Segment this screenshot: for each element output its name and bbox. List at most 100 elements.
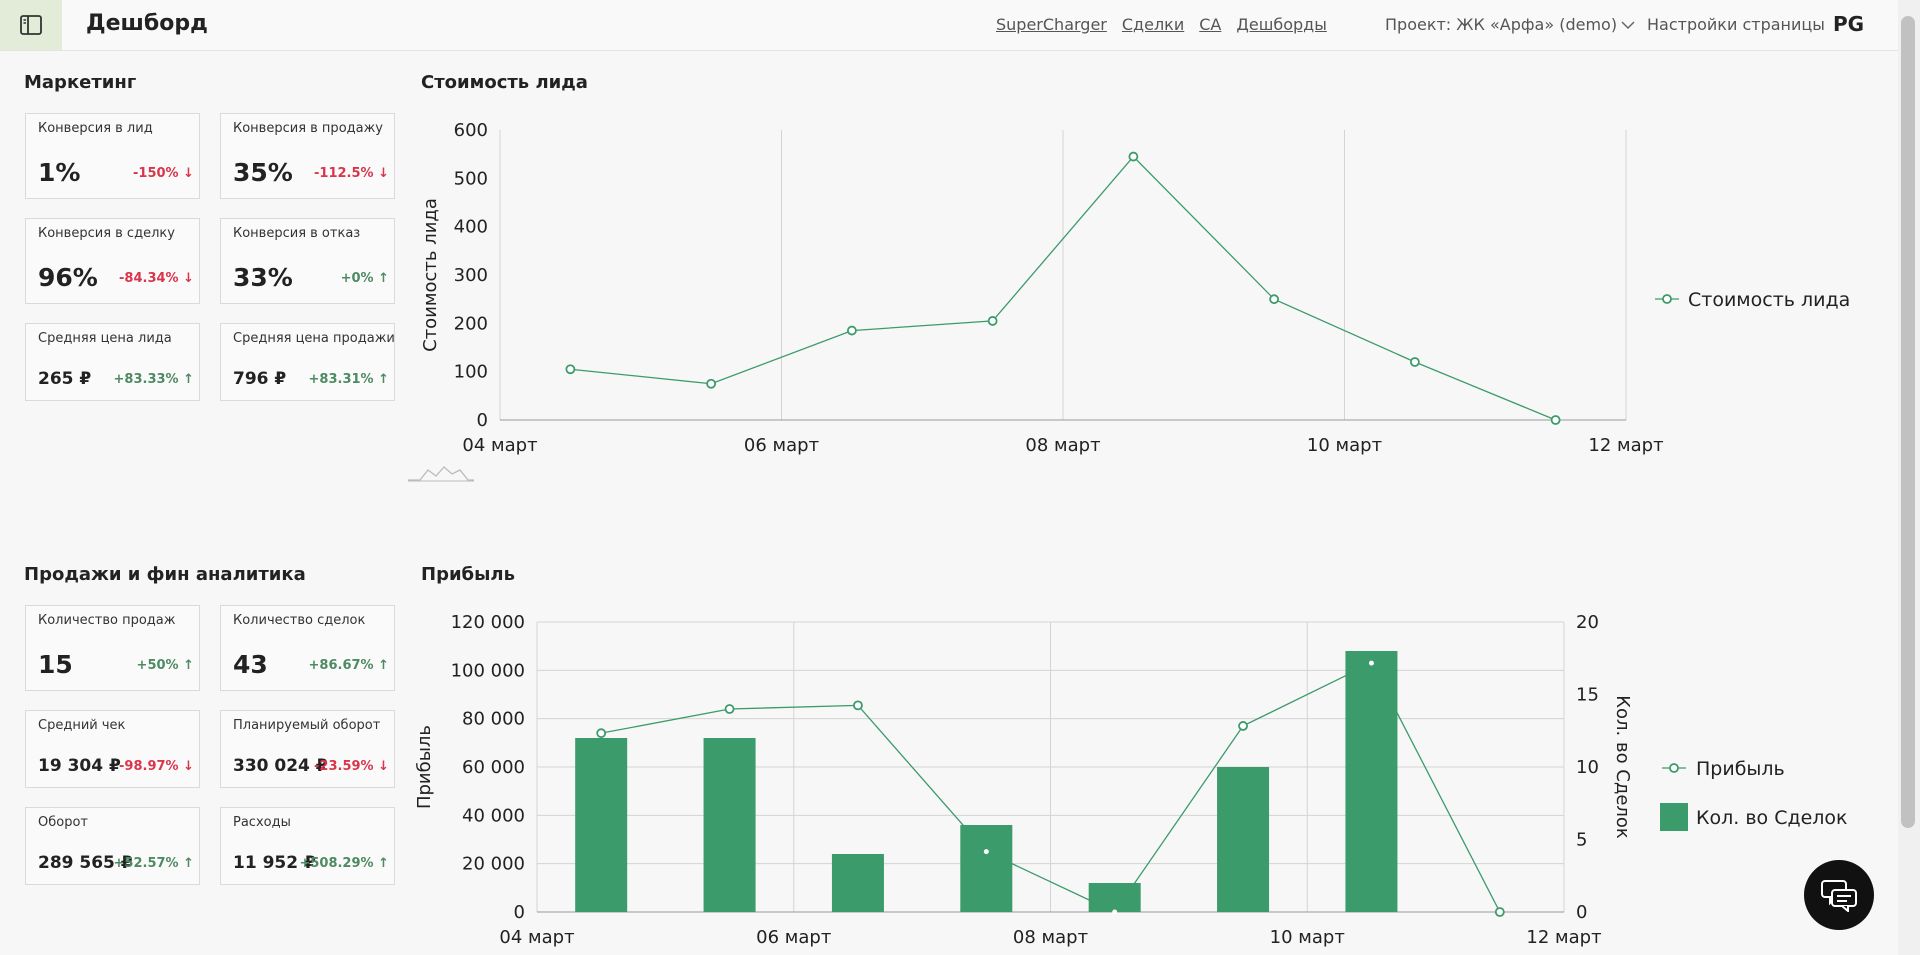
y-axis-title: Прибыль xyxy=(414,725,435,809)
y-tick-label: 20 000 xyxy=(462,854,525,875)
arrow-down-icon: ↓ xyxy=(183,271,194,286)
arrow-down-icon: ↓ xyxy=(183,759,194,774)
x-tick-label: 10 март xyxy=(1270,927,1345,948)
sidebar-toggle-button[interactable] xyxy=(0,0,62,50)
bar-deals xyxy=(575,738,628,912)
data-point xyxy=(706,378,717,389)
x-tick-label: 08 март xyxy=(1025,435,1100,456)
y-tick-label: 0 xyxy=(514,902,525,923)
data-point xyxy=(1128,151,1139,162)
arrow-up-icon: ↑ xyxy=(378,658,389,673)
data-point xyxy=(596,728,607,739)
nav-link-dashboards[interactable]: Дешборды xyxy=(1236,15,1327,34)
metric-value: 33% xyxy=(233,263,293,292)
x-tick-label: 06 март xyxy=(756,927,831,948)
y-tick-label: 60 000 xyxy=(462,757,525,778)
y-tick-label: 200 xyxy=(454,313,488,334)
nav-link-ca[interactable]: CA xyxy=(1199,15,1222,34)
x-tick-label: 04 март xyxy=(499,927,574,948)
metric-card-refusal-conversion: Конверсия в отказ 33% +0% ↑ xyxy=(220,218,395,304)
y-tick-label: 80 000 xyxy=(462,709,525,730)
bar-deals xyxy=(831,854,884,912)
legend-bar-marker xyxy=(1660,803,1688,831)
metric-label: Конверсия в продажу xyxy=(233,121,384,136)
data-point xyxy=(565,364,576,375)
marketing-section-title: Маркетинг xyxy=(24,72,137,93)
arrow-up-icon: ↑ xyxy=(378,372,389,387)
metric-label: Планируемый оборот xyxy=(233,718,381,733)
metric-delta: -23.59% ↓ xyxy=(314,759,389,774)
arrow-down-icon: ↓ xyxy=(183,166,194,181)
data-point xyxy=(1494,907,1505,917)
project-label: Проект: ЖК «Арфа» (demo) xyxy=(1385,15,1618,34)
y-tick-label: 300 xyxy=(454,265,488,286)
chat-button[interactable] xyxy=(1804,860,1874,930)
metric-value: 15 xyxy=(38,650,73,679)
metric-card-expenses: Расходы 11 952 ₽ +508.29% ↑ xyxy=(220,807,395,885)
metric-delta: +83.33% ↑ xyxy=(113,372,194,387)
y2-tick-label: 0 xyxy=(1576,902,1587,923)
y-tick-label: 100 xyxy=(454,362,488,383)
metric-delta: +50% ↑ xyxy=(136,658,194,673)
page-settings-link[interactable]: Настройки страницы xyxy=(1647,15,1825,34)
arrow-up-icon: ↑ xyxy=(183,856,194,871)
metric-delta: +86.67% ↑ xyxy=(308,658,389,673)
series-line-lead-cost xyxy=(570,155,1556,421)
bar-deals xyxy=(1217,767,1270,912)
user-avatar[interactable]: PG xyxy=(1833,12,1865,36)
metric-card-sales-count: Количество продаж 15 +50% ↑ xyxy=(25,605,200,691)
metric-delta: +52.57% ↑ xyxy=(113,856,194,871)
metric-value: 43 xyxy=(233,650,268,679)
scrollbar-thumb[interactable] xyxy=(1901,16,1915,828)
metric-label: Конверсия в отказ xyxy=(233,226,361,241)
data-point xyxy=(1550,415,1561,425)
x-tick-label: 08 март xyxy=(1013,927,1088,948)
bar-deals xyxy=(960,825,1013,912)
y-tick-label: 0 xyxy=(477,410,488,431)
metric-value: 796 ₽ xyxy=(233,369,287,389)
metric-card-planned-turnover: Планируемый оборот 330 024 ₽ -23.59% ↓ xyxy=(220,710,395,788)
y2-tick-label: 5 xyxy=(1576,830,1587,851)
arrow-up-icon: ↑ xyxy=(378,856,389,871)
arrow-up-icon: ↑ xyxy=(378,271,389,286)
data-point xyxy=(853,700,863,711)
x-tick-label: 04 март xyxy=(462,435,537,456)
metric-value: 96% xyxy=(38,263,98,292)
metric-card-deals-count: Количество сделок 43 +86.67% ↑ xyxy=(220,605,395,691)
metric-label: Конверсия в лид xyxy=(38,121,153,136)
nav-link-supercharger[interactable]: SuperCharger xyxy=(996,15,1107,34)
page-scrollbar[interactable] xyxy=(1898,0,1920,955)
metric-card-lead-conversion: Конверсия в лид 1% -150% ↓ xyxy=(25,113,200,199)
legend-label: Прибыль xyxy=(1696,758,1785,780)
page-title: Дешборд xyxy=(86,11,208,36)
metric-delta: -98.97% ↓ xyxy=(119,759,194,774)
legend-label: Кол. во Сделок xyxy=(1696,807,1848,829)
y-tick-label: 100 000 xyxy=(451,660,525,681)
y-tick-label: 120 000 xyxy=(451,612,525,633)
metric-value: 330 024 ₽ xyxy=(233,756,328,776)
mini-area-chart-icon xyxy=(408,466,474,482)
metric-delta: -84.34% ↓ xyxy=(119,271,194,286)
y2-tick-label: 10 xyxy=(1576,757,1599,778)
metric-label: Средняя цена продажи xyxy=(233,331,395,346)
metric-delta: -150% ↓ xyxy=(133,166,194,181)
bar-deals xyxy=(1345,651,1398,912)
bar-deals xyxy=(703,738,756,912)
y2-axis-title: Кол. во Сделок xyxy=(1612,695,1633,839)
profit-chart-title: Прибыль xyxy=(421,564,515,585)
metric-delta: +508.29% ↑ xyxy=(299,856,389,871)
top-nav: SuperCharger Сделки CA Дешборды xyxy=(996,15,1327,34)
data-point xyxy=(1238,721,1248,731)
legend-point-marker xyxy=(1662,294,1672,304)
metric-label: Количество сделок xyxy=(233,613,366,628)
project-selector[interactable]: Проект: ЖК «Арфа» (demo) xyxy=(1385,15,1635,34)
data-point xyxy=(1409,357,1420,367)
metric-label: Количество продаж xyxy=(38,613,176,628)
y-axis-title: Стоимость лида xyxy=(420,198,441,352)
series-line-profit xyxy=(601,662,1501,913)
metric-card-avg-sale-price: Средняя цена продажи 796 ₽ +83.31% ↑ xyxy=(220,323,395,401)
sales-section-title: Продажи и фин аналитика xyxy=(24,564,306,585)
nav-link-deals[interactable]: Сделки xyxy=(1121,15,1185,34)
metric-label: Средняя цена лида xyxy=(38,331,172,346)
metric-label: Средний чек xyxy=(38,718,126,733)
